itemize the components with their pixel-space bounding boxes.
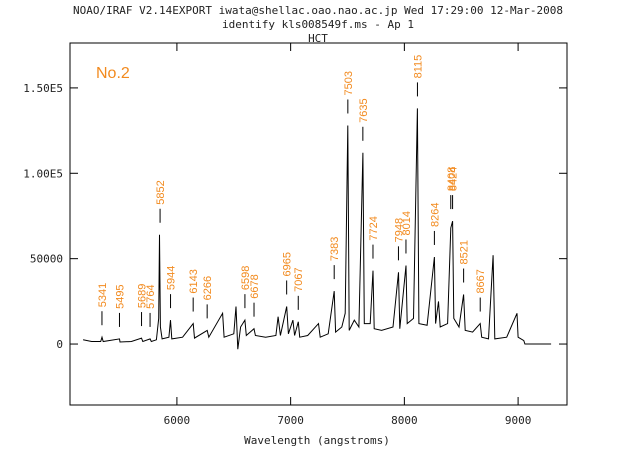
y-tick-label: 1.00E5 <box>23 167 63 180</box>
y-tick-label: 50000 <box>30 253 63 266</box>
line-id-label: 6678 <box>249 274 261 298</box>
line-id-label: 7635 <box>358 98 370 122</box>
line-id-label: 8014 <box>401 211 413 235</box>
line-id-label: 8521 <box>459 240 471 264</box>
line-id-label: 8264 <box>429 202 441 226</box>
line-id-label: 8408 <box>446 167 458 191</box>
plot-frame <box>69 42 568 406</box>
line-id-label: 6266 <box>202 276 214 300</box>
line-id-label: 7383 <box>329 237 341 261</box>
x-tick-label: 7000 <box>277 414 304 427</box>
spectrum-line <box>83 108 552 350</box>
line-id-label: 7724 <box>368 216 380 240</box>
chart-subtitle: identify kls008549f.ms - Ap 1 <box>222 18 414 31</box>
line-id-label: 6965 <box>282 252 294 276</box>
line-id-label: 5689 <box>137 284 149 308</box>
line-id-label: 7503 <box>343 71 355 95</box>
line-id-label: 8115 <box>412 55 424 79</box>
y-tick-label: 1.50E5 <box>23 82 63 95</box>
line-id-label: 5764 <box>145 284 157 308</box>
annotation: No.2 <box>96 65 130 82</box>
x-axis-label: Wavelength (angstroms) <box>244 434 390 447</box>
x-tick-label: 8000 <box>391 414 418 427</box>
line-id-label: 5852 <box>155 180 167 204</box>
chart-subtitle: HCT <box>308 32 328 45</box>
line-id-label: 7948 <box>393 218 405 242</box>
chart-title: NOAO/IRAF V2.14EXPORT iwata@shellac.oao.… <box>73 4 563 17</box>
line-id-label: 5341 <box>97 283 109 307</box>
y-tick-label: 0 <box>56 338 63 351</box>
line-id-label: 5495 <box>114 284 126 308</box>
line-id-label: 6598 <box>240 266 252 290</box>
line-id-label: 8424 <box>448 167 460 191</box>
line-id-label: 6143 <box>188 269 200 293</box>
x-tick-label: 6000 <box>164 414 191 427</box>
line-id-label: 8667 <box>475 269 487 293</box>
x-tick-label: 9000 <box>505 414 532 427</box>
line-id-label: 7067 <box>293 267 305 291</box>
line-id-label: 5944 <box>166 266 178 290</box>
